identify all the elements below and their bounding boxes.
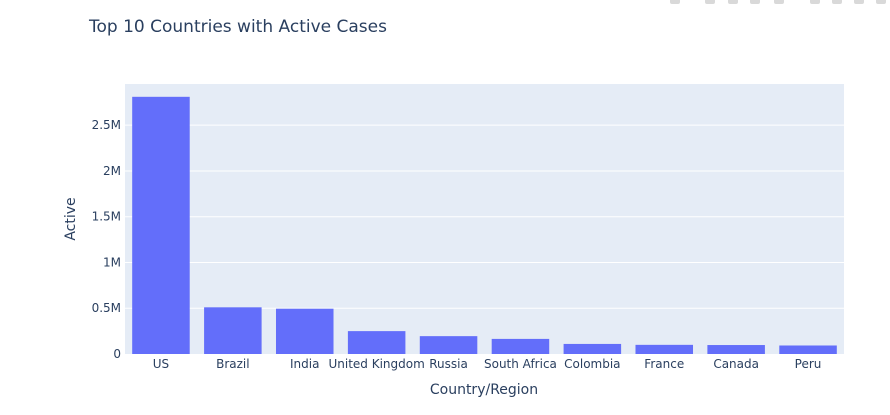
y-tick-label: 0 xyxy=(113,347,121,361)
x-tick-label: United Kingdom xyxy=(328,357,424,371)
bar-united-kingdom[interactable] xyxy=(347,331,406,354)
bar-peru[interactable] xyxy=(779,345,837,354)
y-tick-label: 2M xyxy=(103,164,121,178)
x-tick-label: Russia xyxy=(429,357,468,371)
pan-icon[interactable] xyxy=(728,0,738,4)
chart-title: Top 10 Countries with Active Cases xyxy=(89,17,387,37)
x-axis-ticks: US Brazil India United Kingdom Russia South A… xyxy=(153,357,822,371)
zoom-icon[interactable] xyxy=(705,0,715,4)
x-tick-label: US xyxy=(153,357,169,371)
y-tick-label: 1M xyxy=(103,255,121,269)
lasso-icon[interactable] xyxy=(774,0,784,4)
bar-south-africa[interactable] xyxy=(491,338,550,354)
reset-axes-icon[interactable] xyxy=(876,0,886,4)
grid-lines xyxy=(125,124,844,309)
bar-brazil[interactable] xyxy=(204,307,262,354)
bar-us[interactable] xyxy=(132,96,190,354)
x-axis-title: Country/Region xyxy=(430,382,538,398)
bar-india[interactable] xyxy=(275,308,334,354)
x-tick-label: France xyxy=(644,357,684,371)
modebar xyxy=(650,0,890,6)
y-tick-label: 1.5M xyxy=(92,210,121,224)
y-tick-label: 2.5M xyxy=(92,118,121,132)
y-axis-ticks: 0 0.5M 1M 1.5M 2M 2.5M xyxy=(92,118,121,361)
bars xyxy=(132,96,837,354)
y-axis-title: Active xyxy=(63,197,79,240)
zoom-in-icon[interactable] xyxy=(810,0,820,4)
x-tick-label: Brazil xyxy=(216,357,250,371)
y-tick-label: 0.5M xyxy=(92,301,121,315)
x-tick-label: Peru xyxy=(795,357,822,371)
x-tick-label: South Africa xyxy=(484,357,557,371)
bar-colombia[interactable] xyxy=(563,343,622,354)
x-tick-label: Canada xyxy=(713,357,759,371)
camera-icon[interactable] xyxy=(670,0,680,4)
bar-france[interactable] xyxy=(635,344,694,354)
zoom-out-icon[interactable] xyxy=(832,0,842,4)
bar-russia[interactable] xyxy=(419,336,478,354)
x-tick-label: Colombia xyxy=(564,357,620,371)
x-tick-label: India xyxy=(290,357,319,371)
autoscale-icon[interactable] xyxy=(854,0,864,4)
bar-canada[interactable] xyxy=(707,345,765,354)
box-select-icon[interactable] xyxy=(750,0,760,4)
